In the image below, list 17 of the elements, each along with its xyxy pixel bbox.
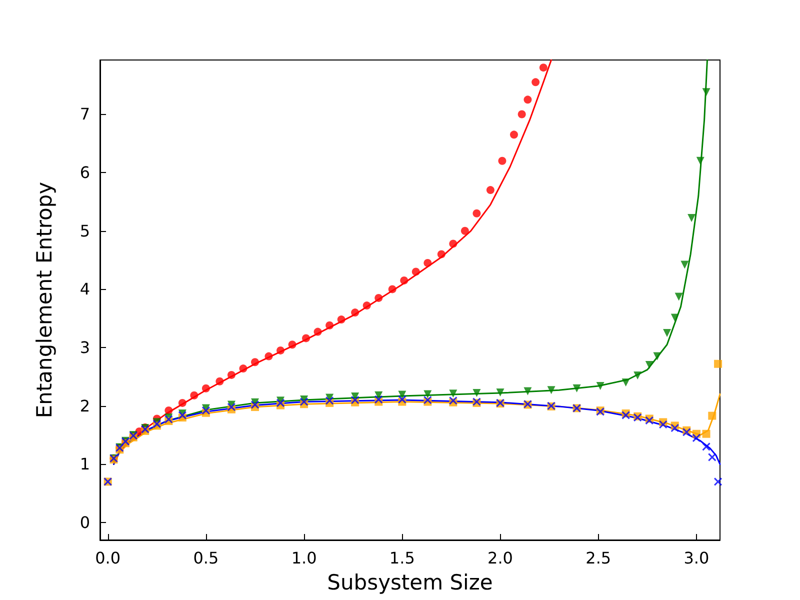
x-tick-label: 2.0 [488,548,513,568]
y-tick-label: 7 [80,104,90,124]
y-tick-label: 1 [80,454,90,474]
x-tick-label: 2.5 [586,548,612,568]
y-tick-label: 3 [80,338,90,358]
x-tick-label: 0.0 [95,548,121,568]
y-axis-title: Entanglement Entropy [32,182,56,418]
x-axis-title: Subsystem Size [327,570,493,594]
y-tick-label: 0 [80,513,90,532]
y-tick-label: 2 [80,396,90,416]
y-tick-label: 5 [80,221,90,240]
x-tick-label: 3.0 [684,548,710,568]
y-tick-label: 6 [80,163,90,182]
y-tick-label: 4 [80,280,90,299]
x-tick-label: 1.0 [291,548,317,568]
x-tick-label: 1.5 [389,548,415,568]
x-tick-label: 0.5 [193,548,219,568]
